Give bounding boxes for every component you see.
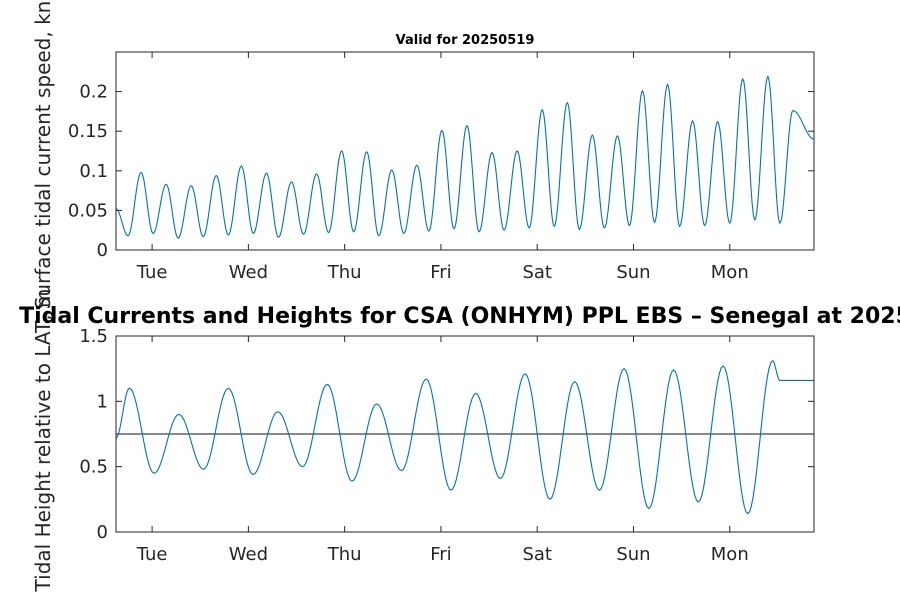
- speed-axes-box: [115, 51, 815, 251]
- height-x-tick-label: Tue: [136, 544, 168, 565]
- speed-chart: Valid for 20250519 0 0.05 0.1 0.15 0.2 Tue We…: [31, 1, 815, 310]
- height-y-ticks: 0 0.5 1 1.5: [79, 326, 814, 543]
- speed-y-tick-label: 0.15: [68, 121, 108, 142]
- speed-x-tick-label: Mon: [711, 262, 749, 283]
- height-x-tick-label: Wed: [229, 544, 268, 565]
- speed-y-tick-label: 0.05: [68, 200, 108, 221]
- speed-x-tick-label: Fri: [430, 262, 451, 283]
- speed-x-tick-label: Tue: [136, 262, 168, 283]
- height-x-tick-label: Mon: [711, 544, 749, 565]
- height-x-tick-label: Fri: [430, 544, 451, 565]
- speed-y-tick-label: 0.2: [79, 82, 108, 103]
- height-axes-box: [115, 335, 815, 533]
- speed-series-line: [115, 75, 815, 239]
- speed-chart-title: Valid for 20250519: [396, 33, 535, 48]
- height-x-ticks: Tue Wed Thu Fri Sat Sun Mon: [136, 336, 749, 565]
- speed-x-tick-label: Wed: [229, 262, 268, 283]
- height-x-tick-label: Thu: [327, 544, 362, 565]
- height-y-tick-label: 0: [97, 522, 108, 543]
- height-y-tick-label: 0.5: [79, 457, 108, 478]
- speed-y-tick-label: 0: [97, 240, 108, 261]
- speed-y-tick-label: 0.1: [79, 161, 108, 182]
- speed-y-axis-label: Surface tidal current speed, kn: [31, 1, 55, 310]
- height-chart: 0 0.5 1 1.5 Tue Wed Thu Fri Sat Sun Mon Tidal Hei…: [31, 289, 815, 593]
- speed-x-tick-label: Sat: [522, 262, 552, 283]
- speed-x-tick-label: Sun: [616, 262, 650, 283]
- height-x-tick-label: Sat: [522, 544, 552, 565]
- height-y-axis-label: Tidal Height relative to LAT, m: [31, 289, 55, 593]
- height-y-tick-label: 1: [97, 391, 108, 412]
- figure-title: Tidal Currents and Heights for CSA (ONHY…: [19, 304, 900, 329]
- height-series-line: [115, 360, 814, 515]
- speed-plot-area: [116, 52, 814, 250]
- height-x-tick-label: Sun: [616, 544, 650, 565]
- speed-x-ticks: Tue Wed Thu Fri Sat Sun Mon: [136, 52, 749, 283]
- speed-x-tick-label: Thu: [327, 262, 362, 283]
- speed-y-ticks: 0 0.05 0.1 0.15 0.2: [68, 82, 814, 261]
- height-y-tick-label: 1.5: [79, 326, 108, 347]
